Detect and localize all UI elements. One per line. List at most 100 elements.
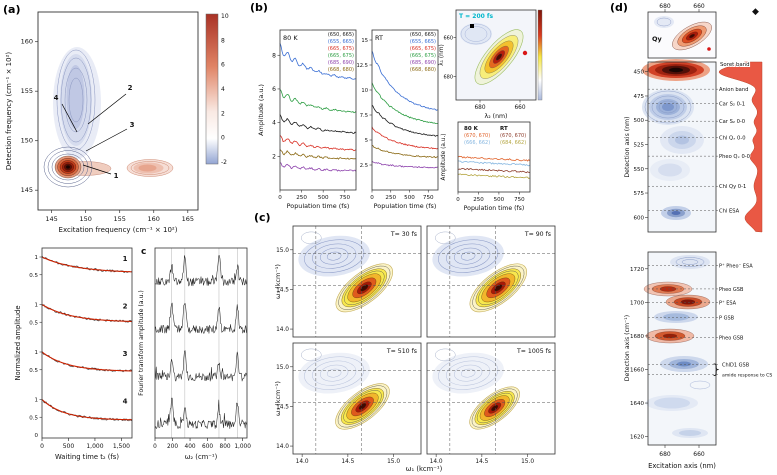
a-xtick-label: 160 bbox=[148, 215, 160, 223]
b-ytick-label: 2 bbox=[272, 153, 276, 160]
d-side-spectrum bbox=[718, 61, 763, 233]
c-negative-ring bbox=[326, 368, 342, 378]
a-xtick-label: 150 bbox=[79, 215, 91, 223]
b-plot-frame bbox=[279, 29, 357, 191]
decay-xtick-label: 0 bbox=[40, 443, 44, 450]
a-xtick-label: 145 bbox=[45, 215, 57, 223]
d-soret-blob bbox=[669, 67, 683, 73]
c-negative-ring bbox=[460, 368, 476, 378]
a-colorbar-tick-label: 2 bbox=[221, 110, 225, 117]
b-ytick-label: 7.5 bbox=[360, 113, 368, 119]
decay-ytick-label: 0.5 bbox=[29, 273, 38, 279]
c-main-peak bbox=[491, 404, 499, 412]
c-negative-ring bbox=[319, 364, 349, 382]
fft-xaxis-label: ω₂ (cm⁻¹) bbox=[185, 453, 218, 461]
a-negative-ring bbox=[64, 67, 88, 133]
a-ytick-label: 145 bbox=[21, 186, 33, 194]
panel-label-d: (d) bbox=[610, 1, 628, 14]
b-series-line bbox=[371, 50, 439, 111]
b-inset-square-marker bbox=[470, 24, 474, 28]
a-peak-outer-ring bbox=[47, 150, 89, 184]
b-inset-ytick-label: 680 bbox=[443, 75, 453, 81]
b-inset-negative-ring bbox=[460, 23, 492, 45]
c-ytick-label: 15.0 bbox=[276, 248, 289, 254]
b-series-line bbox=[279, 114, 357, 134]
d-lower-row-label: amide response to CS bbox=[722, 373, 772, 379]
b-temp-annotation: 80 K bbox=[283, 34, 298, 42]
decay-data-trace bbox=[41, 255, 133, 273]
decay-data-trace bbox=[41, 304, 133, 323]
fft-xtick-label: 0 bbox=[153, 444, 157, 450]
c-faint-ring bbox=[435, 348, 456, 362]
d-lower-ring bbox=[675, 257, 705, 267]
d-upper-ytick-label: 475 bbox=[634, 94, 645, 100]
a-negative-ring bbox=[56, 49, 96, 151]
c-negative-region bbox=[298, 235, 370, 277]
fft-yaxis-label: Fourier transform amplitude (a.u.) bbox=[138, 290, 145, 396]
c-main-peak bbox=[358, 403, 367, 410]
c-peak-contour bbox=[338, 265, 391, 310]
decay-ytick-label: 1 bbox=[35, 255, 39, 261]
a-annotation-label: 1 bbox=[114, 172, 119, 180]
b-series-line bbox=[279, 149, 357, 160]
c-peak-contour bbox=[343, 390, 382, 423]
c-negative-ring bbox=[319, 247, 349, 265]
d-lower-frame bbox=[647, 251, 717, 446]
decay-trace-label: 1 bbox=[123, 255, 128, 263]
c-negative-ring bbox=[446, 360, 491, 386]
d-upper-contour bbox=[658, 100, 678, 114]
d-upper-ytick-label: 600 bbox=[634, 215, 645, 221]
c-xaxis-label: ω₁ (kcm⁻¹) bbox=[406, 465, 443, 473]
d-lower-yaxis-label: Detection axis (cm⁻¹) bbox=[624, 315, 631, 381]
d-corner-diamond-icon: ◆ bbox=[752, 7, 759, 17]
c-yaxis-label: ω₃ (kcm⁻¹) bbox=[274, 264, 282, 299]
d-lower-ytick-label: 1680 bbox=[630, 334, 644, 340]
b-legend-entry: (665, 675) bbox=[410, 53, 436, 59]
c-peak-contour bbox=[478, 270, 519, 305]
a-annotation-arrow bbox=[82, 164, 112, 175]
c-peak-contour bbox=[337, 385, 388, 428]
a-colorbar-tick-label: 8 bbox=[221, 37, 225, 44]
c-negative-region bbox=[298, 352, 370, 394]
panel-label-a: (a) bbox=[3, 3, 21, 16]
c-peak-contour bbox=[472, 265, 525, 310]
c-xtick-label: 14.0 bbox=[430, 459, 443, 465]
c-negative-ring bbox=[453, 247, 483, 265]
b-ytick-label: 12.5 bbox=[356, 63, 368, 69]
a-positive-ring bbox=[126, 159, 174, 177]
d-lower-bg bbox=[648, 252, 716, 445]
d-upper-frame bbox=[647, 61, 717, 233]
a-xtick-label: 165 bbox=[182, 215, 194, 223]
d-qy-label: Qy bbox=[652, 35, 663, 43]
b-legend-entry: (665, 675) bbox=[328, 53, 354, 59]
fft-trace bbox=[154, 397, 248, 429]
b-plot-frame bbox=[371, 29, 439, 191]
decay-fit-line bbox=[41, 399, 133, 421]
d-lower-xtick-label: 680 bbox=[659, 451, 671, 458]
d-upper-ytick-label: 450 bbox=[634, 70, 645, 76]
c-negative-ring bbox=[453, 364, 483, 382]
b-legend-entry: (685, 690) bbox=[410, 60, 436, 66]
decay-yaxis-label: Normalized amplitude bbox=[14, 305, 22, 380]
c-peak-contour bbox=[476, 392, 513, 424]
d-lower-row-label: P⁺ Pheo⁻ ESA bbox=[719, 263, 753, 269]
d-lower-row-label: Pheo GSB bbox=[719, 336, 744, 342]
a-colorbar-tick-label: 0 bbox=[221, 135, 225, 142]
a-main-peak bbox=[65, 165, 71, 169]
c-negative-region bbox=[432, 235, 504, 277]
b-legend-entry: (650, 665) bbox=[410, 32, 436, 38]
b-inset-dot-marker bbox=[522, 50, 528, 56]
a-xtick-label: 155 bbox=[113, 215, 125, 223]
d-lower-red-blob bbox=[662, 333, 678, 339]
c-negative-ring bbox=[304, 356, 365, 390]
fft-xtick-label: 200 bbox=[167, 444, 178, 450]
d-upper-row-label: Pheo Qₓ 0-0 bbox=[719, 154, 750, 160]
d-qy-frame bbox=[647, 11, 717, 59]
b-small-xtick-label: 250 bbox=[473, 197, 484, 203]
c-main-peak bbox=[494, 284, 503, 292]
a-yaxis-label: Detection frequency (cm⁻¹ × 10²) bbox=[5, 52, 13, 170]
b-series-line bbox=[371, 160, 439, 169]
a-annotation-label: 3 bbox=[130, 121, 135, 129]
b-legend-entry: (668, 680) bbox=[410, 67, 436, 73]
